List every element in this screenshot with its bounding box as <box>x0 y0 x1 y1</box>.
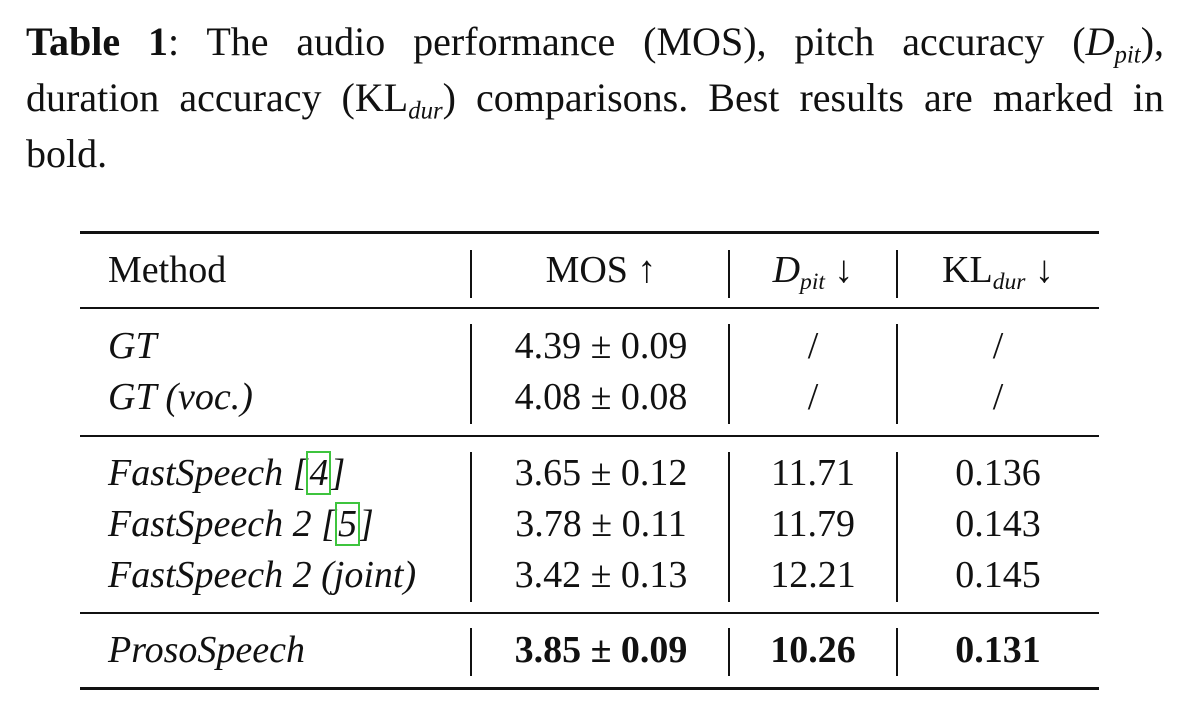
group-rule-2 <box>80 612 1099 614</box>
row-prosospeech-kl: 0.131 <box>955 629 1041 671</box>
table-top-rule <box>80 231 1099 234</box>
row-gt-mos: 4.39 ± 0.09 <box>514 325 688 367</box>
col-separator <box>470 324 472 424</box>
header-kl: KLdur ↓ <box>898 248 1098 296</box>
header-mos: MOS ↑ <box>545 249 657 291</box>
row-fastspeech2joint-dpit: 12.21 <box>770 554 856 596</box>
citation-close: ] <box>358 503 374 545</box>
row-gt-dpit: / <box>807 325 819 367</box>
row-prosospeech-mos: 3.85 ± 0.09 <box>514 629 688 671</box>
header-rule <box>80 307 1099 309</box>
row-prosospeech-dpit: 10.26 <box>770 629 856 671</box>
row-fastspeech-mos: 3.65 ± 0.12 <box>514 452 688 494</box>
col-separator <box>470 628 472 676</box>
row-fastspeech-name: FastSpeech [ <box>108 452 308 494</box>
header-method: Method <box>108 249 227 291</box>
row-gt-kl: / <box>992 325 1004 367</box>
row-fastspeech2-mos: 3.78 ± 0.11 <box>515 503 687 545</box>
header-dpit: Dpit ↓ <box>730 248 896 296</box>
row-fastspeech2joint-kl: 0.145 <box>955 554 1041 596</box>
col-separator <box>728 628 730 676</box>
header-kl-subscript: dur <box>992 269 1026 296</box>
group-rule-1 <box>80 435 1099 437</box>
row-fastspeech2joint-method: FastSpeech 2 (joint) <box>108 554 417 596</box>
row-fastspeech2-dpit: 11.79 <box>770 503 856 545</box>
header-dpit-arrow: ↓ <box>824 249 854 291</box>
col-separator <box>896 324 898 424</box>
row-fastspeech2-method: FastSpeech 2 [5] <box>108 502 374 546</box>
col-separator <box>896 628 898 676</box>
caption-text-b: ), duration accuracy (KL <box>26 19 1165 120</box>
row-fastspeech-method: FastSpeech [4] <box>108 451 345 495</box>
header-kl-arrow: ↓ <box>1025 249 1054 291</box>
header-kl-symbol: KL <box>942 249 993 291</box>
caption-dpit-symbol: D <box>1085 19 1115 64</box>
header-dpit-subscript: pit <box>800 269 825 296</box>
row-fastspeech2-kl: 0.143 <box>955 503 1041 545</box>
table-bottom-rule <box>80 687 1099 690</box>
col-separator <box>896 250 898 298</box>
caption-dpit-subscript: pit <box>1114 41 1141 69</box>
header-dpit-symbol: D <box>772 249 801 291</box>
caption-label: Table 1 <box>26 19 169 64</box>
row-fastspeech2joint-mos: 3.42 ± 0.13 <box>514 554 688 596</box>
row-fastspeech-dpit: 11.71 <box>770 452 856 494</box>
col-separator <box>728 250 730 298</box>
col-separator <box>470 452 472 602</box>
table-caption: Table 1: The audio performance (MOS), pi… <box>26 14 1164 182</box>
row-gtvoc-kl: / <box>992 376 1004 418</box>
citation-link[interactable]: 4 <box>306 451 332 495</box>
caption-text-c: ) comparisons. Best results are marked i… <box>26 75 1165 176</box>
col-separator <box>728 324 730 424</box>
row-gtvoc-mos: 4.08 ± 0.08 <box>514 376 688 418</box>
row-fastspeech2-name: FastSpeech 2 [ <box>108 503 336 545</box>
col-separator <box>896 452 898 602</box>
row-gtvoc-dpit: / <box>807 376 819 418</box>
row-fastspeech-kl: 0.136 <box>955 452 1041 494</box>
citation-link[interactable]: 5 <box>334 502 360 546</box>
col-separator <box>470 250 472 298</box>
col-separator <box>728 452 730 602</box>
row-gtvoc-method: GT (voc.) <box>108 376 253 418</box>
row-prosospeech-method: ProsoSpeech <box>108 629 305 671</box>
row-gt-method: GT <box>108 325 157 367</box>
caption-kl-subscript: dur <box>408 97 443 125</box>
caption-text-a: : The audio performance (MOS), pitch acc… <box>168 19 1086 64</box>
citation-close: ] <box>330 452 346 494</box>
